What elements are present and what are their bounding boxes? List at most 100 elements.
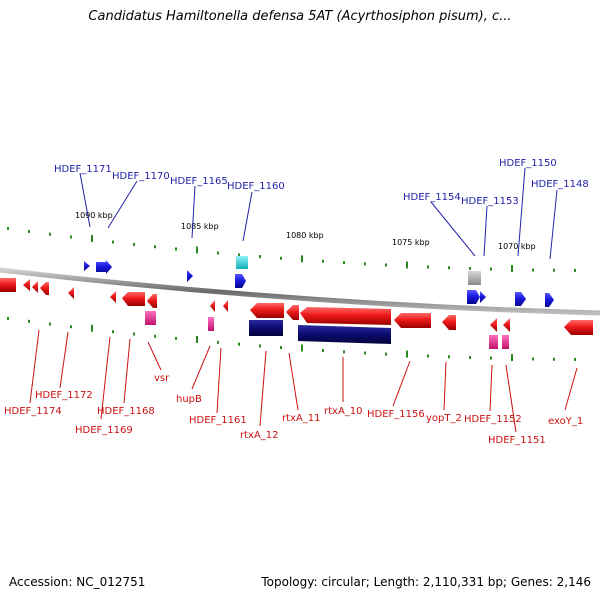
gene-arrow-hdef-1161[interactable] (223, 300, 228, 312)
feature-grey-hdef-1154[interactable] (468, 271, 481, 285)
upper-ruler-minor-tick (469, 266, 471, 270)
gene-arrow-hdef-1156[interactable] (394, 313, 431, 328)
feature-pink-hupb[interactable] (208, 317, 214, 331)
gene-arrow-hdef-1165[interactable] (187, 270, 193, 282)
upper-ruler-major-tick (196, 246, 198, 254)
feature-pink-vsr[interactable] (145, 311, 156, 325)
upper-ruler-minor-tick (70, 235, 72, 239)
gene-label-hdef-1151[interactable]: HDEF_1151 (488, 435, 546, 446)
lower-ruler-minor-tick (7, 316, 9, 320)
lower-ruler-minor-tick (448, 355, 450, 359)
gene-label-hdef-1156[interactable]: HDEF_1156 (367, 409, 425, 420)
gene-arrow-rtxa-12[interactable] (250, 303, 284, 318)
gene-arrow-hdef-1160[interactable] (235, 274, 246, 288)
upper-ruler-minor-tick (154, 245, 156, 249)
ruler-label-1085: 1085 kbp (181, 222, 219, 231)
gene-arrow-hdef-1172c[interactable] (40, 282, 49, 295)
lower-ruler-minor-tick (469, 355, 471, 359)
gene-label-rtxa-11[interactable]: rtxA_11 (282, 413, 321, 424)
callout-line-hdef-1154 (430, 201, 476, 257)
callout-line-rtxa-11 (288, 352, 299, 411)
gene-label-hdef-1171[interactable]: HDEF_1171 (54, 164, 112, 175)
gene-label-hdef-1169[interactable]: HDEF_1169 (75, 425, 133, 436)
gene-label-vsr[interactable]: vsr (154, 373, 170, 384)
gene-label-hdef-1152[interactable]: HDEF_1152 (464, 414, 522, 425)
upper-ruler-minor-tick (574, 268, 576, 272)
upper-ruler-minor-tick (49, 232, 51, 236)
lower-ruler-minor-tick (280, 346, 282, 350)
callout-line-hdef-1148 (549, 189, 558, 260)
upper-ruler-major-tick (511, 265, 513, 273)
callout-line-hdef-1161 (216, 347, 222, 414)
gene-label-hdef-1168[interactable]: HDEF_1168 (97, 406, 155, 417)
lower-ruler-minor-tick (259, 344, 261, 348)
gene-label-hdef-1153[interactable]: HDEF_1153 (461, 196, 519, 207)
gene-label-yopt-2[interactable]: yopT_2 (426, 413, 462, 424)
gene-label-hdef-1161[interactable]: HDEF_1161 (189, 415, 247, 426)
gene-arrow-hdef-1169[interactable] (68, 287, 74, 299)
lower-ruler-major-tick (406, 350, 408, 358)
gene-arrow-rtxa-11[interactable] (286, 305, 299, 320)
feature-pink-hdef-1151[interactable] (502, 335, 509, 349)
gene-label-hdef-1148[interactable]: HDEF_1148 (531, 179, 589, 190)
feature-navy-rtxa-12[interactable] (249, 320, 283, 336)
gene-label-hdef-1160[interactable]: HDEF_1160 (227, 181, 285, 192)
lower-ruler-minor-tick (490, 356, 492, 360)
gene-label-rtxa-10[interactable]: rtxA_10 (324, 406, 363, 417)
upper-ruler-minor-tick (238, 253, 240, 257)
gene-label-hdef-1172[interactable]: HDEF_1172 (35, 390, 93, 401)
upper-ruler-minor-tick (448, 266, 450, 270)
lower-ruler-major-tick (301, 344, 303, 352)
gene-arrow-hdef-1168b[interactable] (122, 292, 145, 306)
callout-line-hdef-1171 (79, 172, 91, 228)
upper-ruler-minor-tick (175, 247, 177, 251)
gene-label-rtxa-12[interactable]: rtxA_12 (240, 430, 279, 441)
gene-arrow-hdef-1152[interactable] (490, 318, 497, 332)
gene-arrow-hdef-1150[interactable] (515, 292, 526, 306)
ruler-label-group: 1090 kbp 1085 kbp 1080 kbp 1075 kbp 1070… (75, 211, 536, 251)
gene-arrow-hdef-1153[interactable] (480, 291, 486, 303)
upper-ruler-minor-tick (385, 263, 387, 267)
upper-ruler-minor-tick (364, 262, 366, 266)
feature-cyan-hdef-1160[interactable] (236, 256, 248, 269)
upper-ruler-minor-tick (112, 240, 114, 244)
feature-navy-rtxa-10[interactable] (298, 325, 391, 344)
upper-ruler-minor-tick (343, 261, 345, 265)
upper-ruler-minor-tick (553, 268, 555, 272)
gene-arrow-hdef-1168a[interactable] (110, 291, 116, 303)
gene-arrow-hdef-1154[interactable] (467, 290, 480, 304)
gene-label-hdef-1170[interactable]: HDEF_1170 (112, 171, 170, 182)
gene-arrow-yopt-2[interactable] (442, 315, 456, 330)
gene-arrow-hdef-1172b[interactable] (32, 281, 38, 293)
gene-label-hdef-1150[interactable]: HDEF_1150 (499, 158, 557, 169)
lower-ruler-minor-tick (343, 350, 345, 354)
gene-label-hdef-1174[interactable]: HDEF_1174 (4, 406, 62, 417)
gene-arrow-exoy-1[interactable] (564, 320, 593, 335)
callout-line-rtxa-12 (259, 350, 267, 427)
feature-pink-hdef-1152[interactable] (489, 335, 498, 349)
upper-ruler-minor-tick (280, 256, 282, 260)
gene-arrow-rtxa-10[interactable] (300, 307, 391, 325)
gene-arrow-hdef-1170[interactable] (96, 260, 112, 274)
gene-label-hupb[interactable]: hupB (176, 394, 202, 405)
ruler-label-1070: 1070 kbp (498, 242, 536, 251)
gene-arrow-hdef-1148[interactable] (545, 293, 554, 307)
gene-arrow-hdef-1174[interactable] (0, 278, 16, 292)
gene-label-hdef-1165[interactable]: HDEF_1165 (170, 176, 228, 187)
gene-arrow-hupb[interactable] (210, 300, 215, 312)
callout-line-hdef-1169 (100, 336, 111, 420)
lower-ruler-minor-tick (112, 330, 114, 334)
ruler-label-1080: 1080 kbp (286, 231, 324, 240)
reverse-features (0, 278, 593, 349)
lower-ruler-minor-tick (49, 322, 51, 326)
gene-arrow-hdef-1172a[interactable] (23, 279, 30, 291)
lower-ruler-minor-tick (217, 340, 219, 344)
upper-ruler-minor-tick (259, 255, 261, 259)
gene-label-hdef-1154[interactable]: HDEF_1154 (403, 192, 461, 203)
gene-arrow-hdef-1171[interactable] (84, 261, 90, 271)
gene-label-exoy-1[interactable]: exoY_1 (548, 416, 583, 427)
upper-ruler (7, 226, 576, 273)
gene-arrow-vsr[interactable] (147, 294, 157, 308)
gene-arrow-hdef-1151[interactable] (503, 318, 510, 332)
